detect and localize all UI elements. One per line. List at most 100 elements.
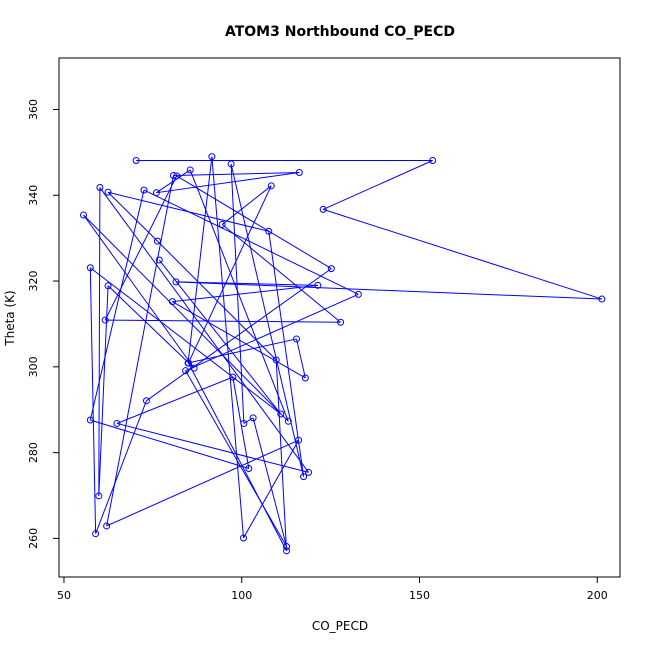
x-tick-label: 150 — [409, 589, 430, 602]
data-point — [86, 416, 94, 424]
series-segment — [104, 175, 178, 321]
series-segment — [189, 169, 289, 422]
y-tick-label: 360 — [27, 99, 40, 120]
data-point — [172, 278, 180, 286]
x-tick-label: 50 — [57, 589, 71, 602]
series-segment — [275, 359, 288, 551]
y-tick-label: 260 — [27, 528, 40, 549]
data-point — [305, 468, 313, 476]
data-point — [153, 237, 161, 245]
data-point — [229, 373, 237, 381]
series-segment — [252, 417, 288, 547]
series-segment — [106, 439, 299, 527]
x-axis: 50 100 150 200 — [57, 576, 608, 602]
series-points — [80, 153, 606, 555]
series-segment — [187, 338, 297, 364]
data-point — [113, 419, 121, 427]
data-point — [283, 543, 291, 551]
series-segment — [243, 439, 300, 539]
data-point — [169, 172, 177, 180]
series-segment — [243, 417, 254, 424]
series-segment — [175, 281, 318, 286]
data-point — [227, 160, 235, 168]
series-segment — [187, 156, 213, 364]
y-tick-label: 280 — [27, 442, 40, 463]
series-segment — [173, 172, 300, 177]
series-segment — [221, 224, 341, 323]
series-segment — [268, 231, 305, 477]
series-segment — [175, 281, 602, 300]
series-segment — [106, 175, 174, 527]
data-point — [327, 265, 335, 273]
data-point — [186, 166, 194, 174]
series-segment — [107, 285, 195, 369]
series-segment — [89, 267, 97, 534]
data-point — [152, 189, 160, 197]
data-point — [155, 256, 163, 264]
series-segment — [187, 185, 272, 364]
series-segment — [156, 169, 191, 194]
y-tick-label: 320 — [27, 271, 40, 292]
data-point — [218, 220, 226, 228]
series-segment — [295, 338, 306, 379]
data-point — [95, 492, 103, 500]
chart-title: ATOM3 Northbound CO_PECD — [225, 24, 455, 40]
data-point — [86, 264, 94, 272]
series-segment — [187, 362, 287, 552]
series-segment — [95, 400, 147, 534]
data-point — [173, 172, 181, 180]
series-segment — [98, 187, 101, 496]
data-point — [208, 153, 216, 161]
data-point — [300, 473, 308, 481]
data-point — [184, 359, 192, 367]
data-point — [142, 397, 150, 405]
series-segment — [146, 268, 332, 402]
series-segment — [107, 191, 158, 242]
data-point — [337, 318, 345, 326]
data-point — [240, 419, 248, 427]
data-point — [284, 417, 292, 425]
data-point — [272, 356, 280, 364]
data-point — [140, 186, 148, 194]
plot-frame — [58, 57, 621, 578]
series-segment — [172, 301, 306, 379]
data-point — [182, 367, 190, 375]
series-segment — [157, 240, 277, 361]
y-tick-label: 340 — [27, 185, 40, 206]
data-point — [104, 188, 112, 196]
series-segment — [83, 214, 195, 369]
data-point — [267, 182, 275, 190]
data-point — [190, 364, 198, 372]
series-segment — [116, 422, 309, 473]
data-point — [104, 282, 112, 290]
series-segment — [185, 293, 359, 372]
data-point — [80, 211, 88, 219]
data-point — [301, 374, 309, 382]
y-axis: 260 280 300 320 340 360 — [27, 99, 60, 549]
series-segment — [89, 189, 145, 421]
y-axis-label: Theta (K) — [3, 290, 17, 346]
data-point — [168, 298, 176, 306]
x-axis-label: CO_PECD — [312, 619, 368, 633]
series-segment — [322, 160, 433, 210]
data-point — [277, 410, 285, 418]
series-segment — [158, 259, 282, 415]
data-point — [265, 227, 273, 235]
series-segment — [156, 172, 300, 194]
series-segment — [176, 175, 332, 270]
series-lines — [83, 156, 603, 552]
x-tick-label: 100 — [231, 589, 252, 602]
data-point — [132, 157, 140, 165]
series-segment — [322, 208, 603, 300]
data-point — [103, 522, 111, 530]
series-segment — [107, 191, 269, 232]
y-tick-label: 300 — [27, 356, 40, 377]
data-point — [314, 281, 322, 289]
data-point — [249, 414, 257, 422]
data-point — [429, 157, 437, 165]
series-segment — [172, 284, 318, 303]
series-segment — [230, 163, 245, 424]
data-point — [354, 290, 362, 298]
data-point — [319, 205, 327, 213]
